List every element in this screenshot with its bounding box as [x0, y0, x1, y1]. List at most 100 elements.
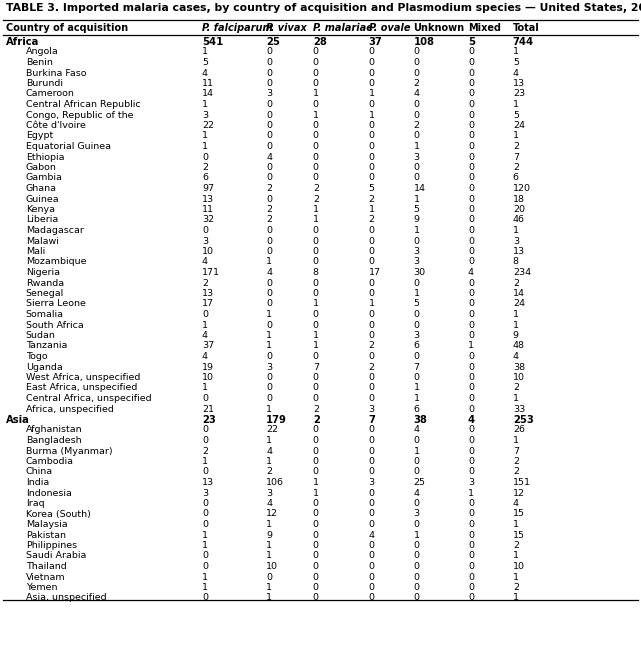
Text: 0: 0: [468, 572, 474, 581]
Text: 0: 0: [313, 572, 319, 581]
Text: 0: 0: [369, 457, 374, 466]
Text: 0: 0: [266, 320, 272, 330]
Text: Gambia: Gambia: [26, 174, 63, 182]
Text: 4: 4: [413, 489, 419, 497]
Text: 18: 18: [513, 194, 525, 204]
Text: 0: 0: [369, 352, 374, 361]
Text: 0: 0: [313, 583, 319, 592]
Text: 253: 253: [513, 415, 533, 425]
Text: 108: 108: [413, 37, 435, 47]
Text: 0: 0: [202, 499, 208, 508]
Text: 1: 1: [313, 215, 319, 225]
Text: 0: 0: [369, 320, 374, 330]
Text: Burma (Myanmar): Burma (Myanmar): [26, 446, 112, 455]
Text: 5: 5: [413, 300, 419, 308]
Text: 0: 0: [468, 289, 474, 298]
Text: 0: 0: [313, 79, 319, 88]
Text: Iraq: Iraq: [26, 499, 44, 508]
Text: 0: 0: [413, 111, 419, 119]
Text: 3: 3: [413, 152, 420, 162]
Text: 5: 5: [468, 37, 475, 47]
Text: 0: 0: [313, 352, 319, 361]
Text: 13: 13: [202, 194, 214, 204]
Text: 9: 9: [413, 215, 419, 225]
Text: 0: 0: [202, 467, 208, 477]
Text: 0: 0: [313, 68, 319, 78]
Text: 744: 744: [513, 37, 534, 47]
Text: 3: 3: [413, 247, 420, 256]
Text: 1: 1: [202, 583, 208, 592]
Text: 3: 3: [202, 489, 208, 497]
Text: 0: 0: [313, 457, 319, 466]
Text: 0: 0: [313, 467, 319, 477]
Text: 0: 0: [369, 247, 374, 256]
Text: 0: 0: [413, 552, 419, 560]
Text: 0: 0: [313, 48, 319, 56]
Text: Unknown: Unknown: [413, 23, 465, 33]
Text: 1: 1: [202, 48, 208, 56]
Text: 28: 28: [313, 37, 327, 47]
Text: 0: 0: [413, 174, 419, 182]
Text: 0: 0: [266, 111, 272, 119]
Text: 0: 0: [313, 373, 319, 382]
Text: P. ovale: P. ovale: [369, 23, 410, 33]
Text: 6: 6: [202, 174, 208, 182]
Text: 0: 0: [468, 174, 474, 182]
Text: 0: 0: [468, 300, 474, 308]
Text: Pakistan: Pakistan: [26, 530, 65, 540]
Text: 6: 6: [513, 174, 519, 182]
Text: 3: 3: [413, 331, 420, 340]
Text: 0: 0: [266, 131, 272, 141]
Text: 0: 0: [413, 131, 419, 141]
Text: 0: 0: [313, 520, 319, 529]
Text: 2: 2: [513, 467, 519, 477]
Text: 1: 1: [266, 552, 272, 560]
Text: 4: 4: [369, 530, 374, 540]
Text: 0: 0: [266, 226, 272, 235]
Text: 0: 0: [369, 383, 374, 392]
Text: 3: 3: [513, 237, 519, 245]
Text: 3: 3: [413, 509, 420, 518]
Text: 0: 0: [202, 509, 208, 518]
Text: 0: 0: [369, 278, 374, 288]
Text: 1: 1: [313, 489, 319, 497]
Text: 4: 4: [513, 352, 519, 361]
Text: 23: 23: [202, 415, 215, 425]
Text: India: India: [26, 478, 49, 487]
Text: 0: 0: [468, 100, 474, 109]
Text: 4: 4: [413, 426, 419, 434]
Text: 1: 1: [468, 341, 474, 351]
Text: 0: 0: [468, 499, 474, 508]
Text: 0: 0: [468, 509, 474, 518]
Text: 0: 0: [369, 310, 374, 319]
Text: 0: 0: [468, 68, 474, 78]
Text: Mixed: Mixed: [468, 23, 501, 33]
Text: Cameroon: Cameroon: [26, 90, 74, 99]
Text: 0: 0: [202, 310, 208, 319]
Text: 0: 0: [266, 352, 272, 361]
Text: 106: 106: [266, 478, 284, 487]
Text: 0: 0: [468, 58, 474, 67]
Text: 0: 0: [266, 237, 272, 245]
Text: 0: 0: [468, 363, 474, 371]
Text: 0: 0: [266, 79, 272, 88]
Text: 0: 0: [468, 583, 474, 592]
Text: Central Africa, unspecified: Central Africa, unspecified: [26, 394, 151, 403]
Text: 0: 0: [369, 48, 374, 56]
Text: 0: 0: [313, 226, 319, 235]
Text: 10: 10: [266, 562, 278, 571]
Text: 1: 1: [513, 226, 519, 235]
Text: 0: 0: [369, 152, 374, 162]
Text: 10: 10: [513, 562, 525, 571]
Text: 1: 1: [413, 394, 419, 403]
Text: 2: 2: [513, 541, 519, 550]
Text: 1: 1: [513, 131, 519, 141]
Text: 0: 0: [413, 467, 419, 477]
Text: 0: 0: [413, 237, 419, 245]
Text: 9: 9: [513, 331, 519, 340]
Text: 0: 0: [468, 373, 474, 382]
Text: 3: 3: [369, 478, 375, 487]
Text: 13: 13: [513, 247, 525, 256]
Text: 2: 2: [369, 215, 374, 225]
Text: 13: 13: [513, 79, 525, 88]
